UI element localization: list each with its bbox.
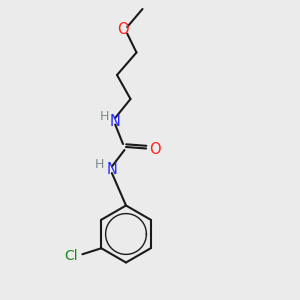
Text: Cl: Cl <box>64 249 78 263</box>
Text: H: H <box>95 158 105 171</box>
Text: O: O <box>117 22 129 38</box>
Text: N: N <box>106 162 117 177</box>
Text: N: N <box>110 114 121 129</box>
Text: O: O <box>149 142 160 158</box>
Text: H: H <box>100 110 109 123</box>
